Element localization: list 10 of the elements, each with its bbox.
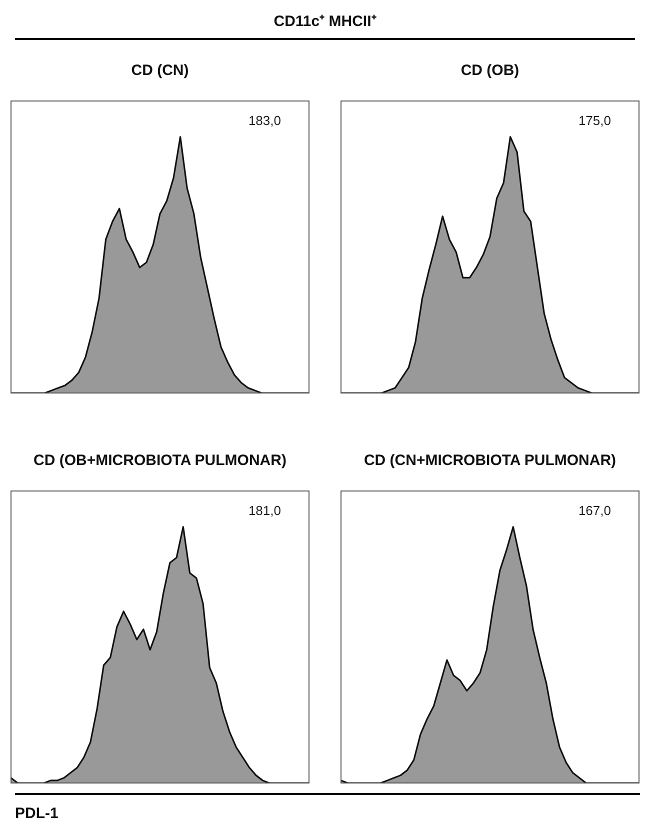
text: 183,0 bbox=[248, 113, 281, 128]
chart-title: CD (OB) bbox=[460, 60, 520, 80]
chart-title: CD (OB+MICROBIOTA PULMONAR) bbox=[32, 450, 288, 470]
text: 181,0 bbox=[248, 503, 281, 518]
chart-title: CD (CN) bbox=[130, 60, 190, 80]
text: 167,0 bbox=[578, 503, 611, 518]
text: PDL-1 bbox=[15, 793, 640, 822]
text: 175,0 bbox=[578, 113, 611, 128]
text: CD11c⁺ MHCII⁺ bbox=[15, 10, 635, 40]
chart-title: CD (CN+MICROBIOTA PULMONAR) bbox=[362, 450, 618, 470]
